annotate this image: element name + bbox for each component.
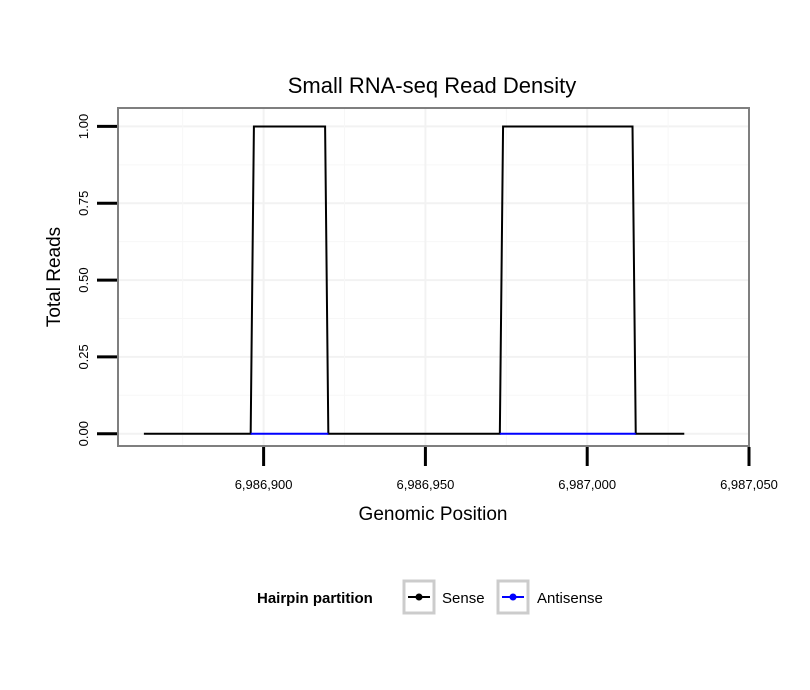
series-line-sense <box>143 125 685 435</box>
legend-label-sense: Sense <box>442 590 485 607</box>
x-tick-label: 6,986,900 <box>235 477 293 492</box>
y-axis: 0.00 0.25 0.50 0.75 1.00 <box>76 114 117 446</box>
x-axis-title: Genomic Position <box>359 504 508 525</box>
legend-key-point-antisense <box>509 593 517 601</box>
plot-border <box>117 107 750 447</box>
grid-lines <box>118 108 750 446</box>
y-tick-label: 1.00 <box>76 114 91 139</box>
legend-label-antisense: Antisense <box>537 590 603 607</box>
y-tick-label: 0.50 <box>76 267 91 292</box>
x-tick-label: 6,987,050 <box>720 477 778 492</box>
y-tick-label: 0.00 <box>76 421 91 446</box>
legend: Hairpin partition Sense Antisense <box>257 579 603 615</box>
legend-key-point-sense <box>415 593 423 601</box>
y-tick-label: 0.75 <box>76 191 91 216</box>
y-tick-label: 0.25 <box>76 344 91 369</box>
y-axis-title: Total Reads <box>44 227 65 327</box>
x-axis: 6,986,900 6,986,950 6,987,000 6,987,050 <box>235 447 778 492</box>
x-tick-label: 6,987,000 <box>558 477 616 492</box>
plot-panel <box>118 108 749 446</box>
legend-title: Hairpin partition <box>257 590 373 607</box>
chart-title: Small RNA-seq Read Density <box>288 73 577 98</box>
legend-item-sense: Sense <box>402 579 485 615</box>
legend-item-antisense: Antisense <box>496 579 603 615</box>
series-lines <box>143 125 685 435</box>
x-tick-label: 6,986,950 <box>396 477 454 492</box>
